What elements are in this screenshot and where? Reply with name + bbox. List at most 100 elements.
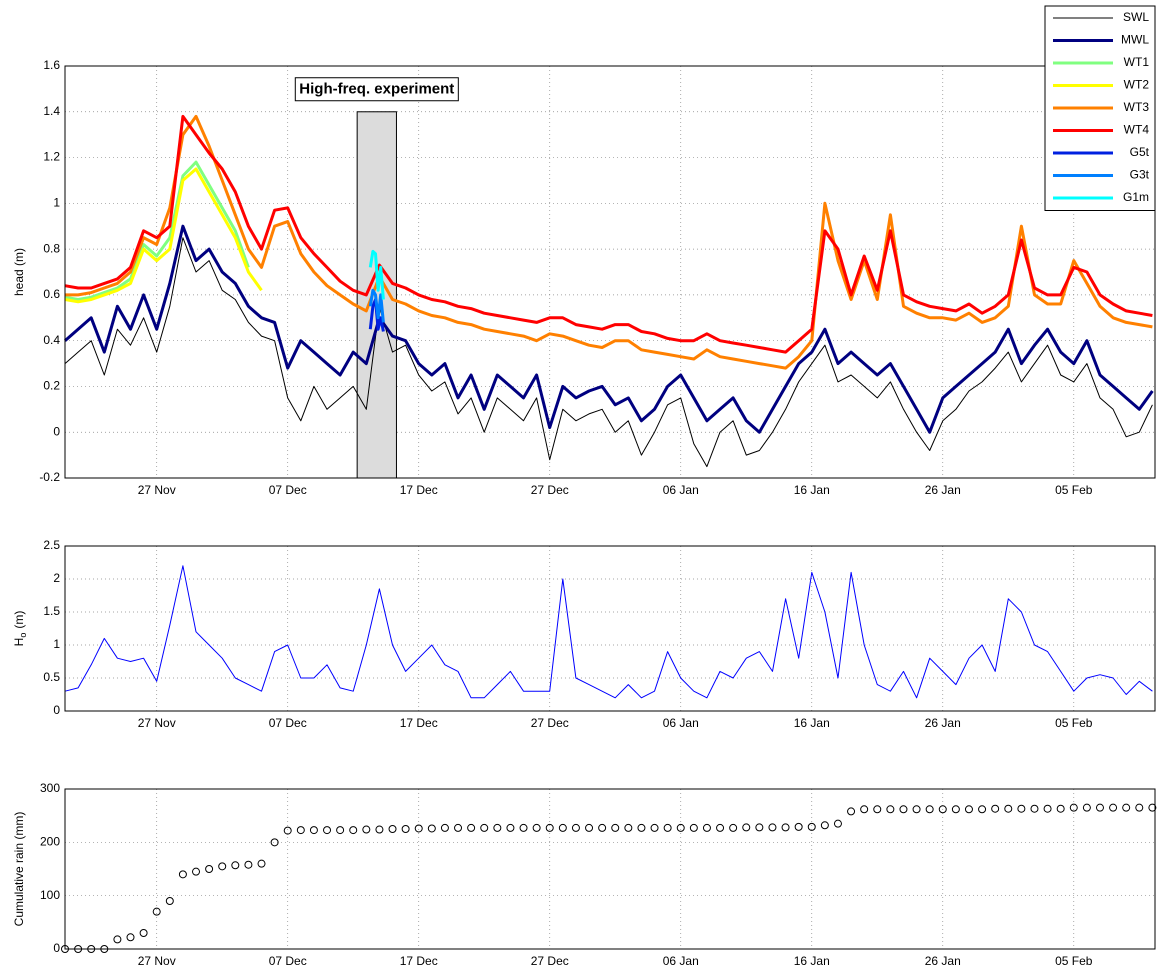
- axes-frame: [64, 65, 1156, 479]
- rain-marker: [650, 823, 659, 832]
- rain-marker: [244, 860, 253, 869]
- rain-marker: [545, 823, 554, 832]
- rain-marker: [820, 821, 829, 830]
- rain-marker: [152, 907, 161, 916]
- rain-marker: [558, 823, 567, 832]
- rain-marker: [336, 826, 345, 835]
- x-tick-label: 07 Dec: [269, 954, 307, 968]
- y-tick-label: 1: [53, 196, 60, 210]
- rain-marker: [1135, 803, 1144, 812]
- rain-marker: [689, 823, 698, 832]
- y-axis-label: Cumulative rain (mm): [12, 812, 26, 927]
- y-tick-label: 0.6: [43, 287, 60, 301]
- y-label-subscript: o: [18, 633, 28, 638]
- rain-marker: [938, 805, 947, 814]
- legend-label: MWL: [1121, 33, 1149, 47]
- rain-marker: [873, 805, 882, 814]
- rain-marker: [886, 805, 895, 814]
- rain-marker: [611, 823, 620, 832]
- legend-label: WT1: [1124, 55, 1150, 69]
- rain-marker: [192, 867, 201, 876]
- annotation-label: High-freq. experiment: [299, 81, 454, 98]
- rain-marker: [768, 823, 777, 832]
- x-tick-label: 27 Nov: [138, 483, 176, 497]
- series-line: [368, 249, 385, 300]
- rain-marker: [427, 824, 436, 833]
- plot-area: [65, 546, 1155, 711]
- y-tick-label: 0: [53, 941, 60, 955]
- rain-marker: [231, 861, 240, 870]
- y-tick-label: 0: [53, 703, 60, 717]
- rain-marker: [1095, 803, 1104, 812]
- x-tick-label: 07 Dec: [269, 483, 307, 497]
- rain-marker: [414, 824, 423, 833]
- rain-marker: [165, 897, 174, 905]
- series-line: [64, 114, 1153, 354]
- rain-marker: [532, 823, 541, 832]
- rain-marker: [218, 862, 227, 871]
- legend-label: G5t: [1130, 145, 1150, 159]
- y-tick-label: 1.6: [43, 58, 60, 72]
- rain-marker: [807, 822, 816, 831]
- legend: SWL MWL WT1 WT2 WT3 WT4 G5t G3t G1m: [1044, 5, 1156, 211]
- rain-marker: [571, 823, 580, 832]
- rain-marker: [349, 826, 358, 835]
- annotation-box: [294, 77, 459, 102]
- rain-marker: [1030, 804, 1039, 813]
- rain-marker: [1043, 804, 1052, 813]
- rain-marker: [309, 826, 318, 835]
- rain-marker: [991, 804, 1000, 813]
- x-tick-label: 16 Jan: [794, 954, 830, 968]
- legend-label: WT2: [1124, 78, 1150, 92]
- y-tick-label: 100: [40, 888, 60, 902]
- rain-marker: [257, 859, 266, 868]
- rain-marker: [467, 823, 476, 832]
- y-tick-label: 200: [40, 835, 60, 849]
- rain-marker: [847, 807, 856, 816]
- x-tick-label: 05 Feb: [1055, 483, 1093, 497]
- series-line: [64, 167, 263, 304]
- rain-marker: [755, 823, 764, 832]
- y-tick-label: 300: [40, 781, 60, 795]
- x-tick-label: 17 Dec: [400, 954, 438, 968]
- rain-marker: [480, 823, 489, 832]
- rain-marker: [323, 826, 332, 835]
- x-tick-label: 06 Jan: [663, 483, 699, 497]
- rain-marker: [454, 823, 463, 832]
- rain-marker: [1109, 803, 1118, 812]
- rain-marker: [401, 825, 410, 833]
- y-tick-label: 1.2: [43, 150, 60, 164]
- rain-marker: [676, 823, 685, 832]
- y-tick-label: 1: [53, 637, 60, 651]
- rain-marker: [139, 929, 148, 937]
- rain-marker: [964, 805, 973, 814]
- rain-marker: [519, 823, 528, 832]
- rain-marker: [1017, 804, 1026, 813]
- rain-marker: [1082, 803, 1091, 812]
- plot-area: [65, 66, 1155, 478]
- rain-marker: [794, 822, 803, 831]
- rain-marker: [296, 826, 305, 835]
- plot-area: [65, 789, 1155, 949]
- rain-marker: [506, 823, 515, 832]
- x-tick-label: 06 Jan: [663, 716, 699, 730]
- rain-marker: [899, 805, 908, 814]
- x-tick-label: 05 Feb: [1055, 716, 1093, 730]
- rain-marker: [178, 870, 187, 879]
- y-tick-label: 0: [53, 424, 60, 438]
- series-line: [64, 237, 1153, 468]
- y-label-text: H: [12, 638, 26, 647]
- x-tick-label: 16 Jan: [794, 716, 830, 730]
- legend-label: WT3: [1124, 100, 1150, 114]
- x-tick-label: 27 Dec: [531, 483, 569, 497]
- rain-marker: [205, 865, 214, 873]
- y-tick-label: 1.5: [43, 604, 60, 618]
- x-tick-label: 27 Dec: [531, 954, 569, 968]
- x-tick-label: 26 Jan: [925, 716, 961, 730]
- rain-marker: [860, 805, 869, 814]
- axes-frame: [64, 788, 1156, 950]
- x-tick-label: 06 Jan: [663, 954, 699, 968]
- rain-marker: [375, 825, 384, 834]
- rain-marker: [702, 823, 711, 832]
- rain-marker: [493, 823, 502, 832]
